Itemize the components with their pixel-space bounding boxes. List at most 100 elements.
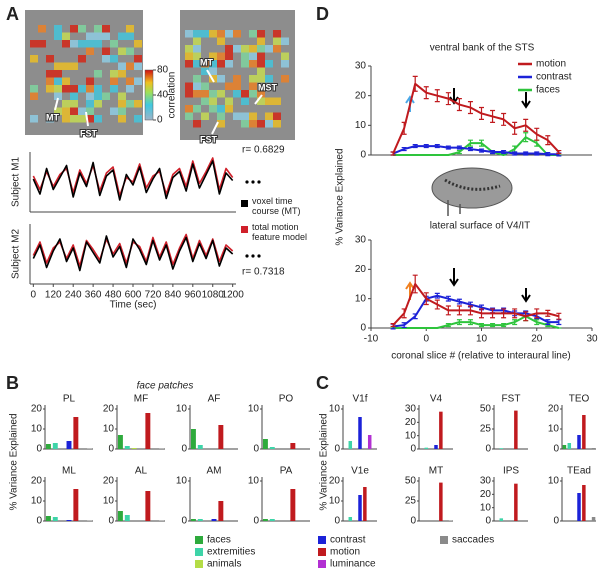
y-tick-label: 10	[329, 496, 341, 507]
arrow	[521, 288, 531, 303]
bar	[424, 447, 429, 449]
legend-label: contrast	[536, 72, 572, 83]
heatmap-pixel	[134, 55, 142, 63]
heatmap-pixel	[209, 67, 217, 75]
group-title: face patches	[137, 381, 194, 392]
heatmap-pixel	[102, 47, 110, 55]
y-tick-label: 30	[405, 404, 417, 415]
series-line	[392, 283, 560, 326]
chart-title: PL	[63, 394, 76, 405]
chart-title: V4	[430, 394, 443, 405]
x-tick-label: 0	[423, 334, 429, 345]
y-tick-label: 0	[360, 150, 366, 161]
series-line	[393, 315, 560, 329]
legend-label: extremities	[207, 547, 255, 558]
heatmap-pixel	[62, 77, 70, 85]
heatmap-pixel	[118, 47, 126, 55]
heatmap-pixel	[110, 55, 118, 63]
bar	[145, 491, 151, 521]
heatmap-pixel	[86, 85, 94, 93]
heatmap-pixel	[257, 90, 265, 98]
heatmap-pixel	[70, 25, 78, 33]
heatmap-pixel	[126, 77, 134, 85]
error-bar	[401, 121, 407, 135]
error-bar	[456, 319, 462, 326]
legend-swatch	[318, 560, 326, 568]
chart-title: V1f	[352, 394, 367, 405]
panel-label: B	[6, 373, 19, 393]
heatmap-pixel	[54, 62, 62, 70]
arrow	[449, 268, 459, 287]
heatmap-pixel	[241, 52, 249, 60]
heatmap-pixel	[185, 30, 193, 38]
error-bar	[412, 313, 418, 320]
heatmap-pixel	[62, 40, 70, 48]
heatmap-pixel	[78, 107, 86, 115]
bar	[190, 519, 196, 521]
y-tick-label: 10	[405, 430, 417, 441]
error-bar	[456, 98, 462, 112]
heatmap-pixel	[273, 112, 281, 120]
heatmap-pixel	[257, 67, 265, 75]
bar	[66, 441, 72, 449]
heatmap-pixel	[62, 115, 70, 123]
error-bar	[545, 135, 551, 146]
bar	[514, 410, 518, 449]
heatmap-pixel	[273, 97, 281, 105]
bar	[52, 517, 58, 521]
y-tick-label: 50	[480, 404, 492, 415]
y-tick-label: 20	[355, 90, 367, 101]
heatmap-pixel	[249, 120, 257, 128]
heatmap-pixel	[265, 112, 273, 120]
bar	[124, 446, 130, 449]
bar	[73, 489, 79, 521]
dot	[251, 180, 255, 184]
y-tick-label: 20	[355, 264, 367, 275]
bar	[45, 444, 51, 449]
heatmap-pixel	[257, 37, 265, 45]
error-bar	[434, 299, 440, 310]
heatmap-pixel	[78, 25, 86, 33]
heatmap-pixel	[70, 40, 78, 48]
y-tick-label: 0	[181, 444, 187, 455]
heatmap-pixel	[193, 82, 201, 90]
heatmap-pixel	[209, 90, 217, 98]
heatmap-pixel	[46, 70, 54, 78]
error-bar	[434, 89, 440, 103]
heatmap-pixel	[110, 107, 118, 115]
error-bar	[512, 121, 518, 135]
error-bar	[445, 145, 451, 150]
series-line	[32, 157, 234, 197]
heatmap-pixel	[249, 75, 257, 83]
dot	[257, 180, 261, 184]
error-bar	[556, 312, 562, 320]
bar	[145, 413, 151, 449]
heatmap-pixel	[110, 40, 118, 48]
y-tick-label: 10	[355, 293, 367, 304]
bar	[218, 425, 224, 449]
heatmap-pixel	[193, 60, 201, 68]
bar	[124, 515, 130, 521]
x-tick-label: 20	[531, 334, 543, 345]
heatmap-pixel	[265, 75, 273, 83]
chart-title: lateral surface of V4/IT	[430, 221, 531, 232]
heatmap-pixel	[30, 40, 38, 48]
heatmap-pixel	[193, 105, 201, 113]
legend-swatch	[241, 226, 248, 233]
heatmap-pixel	[70, 62, 78, 70]
heatmap-pixel	[217, 52, 225, 60]
y-tick-label: 10	[355, 120, 367, 131]
bar	[66, 520, 72, 521]
heatmap-pixel	[217, 37, 225, 45]
heatmap-pixel	[209, 105, 217, 113]
y-tick-label: 0	[181, 516, 187, 527]
heatmap-pixel	[273, 120, 281, 128]
y-axis-label: % Variance Explained	[335, 148, 346, 245]
heatmap-pixel	[78, 115, 86, 123]
error-bar	[423, 144, 429, 149]
heatmap-pixel	[209, 97, 217, 105]
y-tick-label: 20	[103, 404, 115, 415]
bar	[218, 501, 224, 521]
legend-label: faces	[536, 85, 560, 96]
bar	[499, 518, 504, 521]
